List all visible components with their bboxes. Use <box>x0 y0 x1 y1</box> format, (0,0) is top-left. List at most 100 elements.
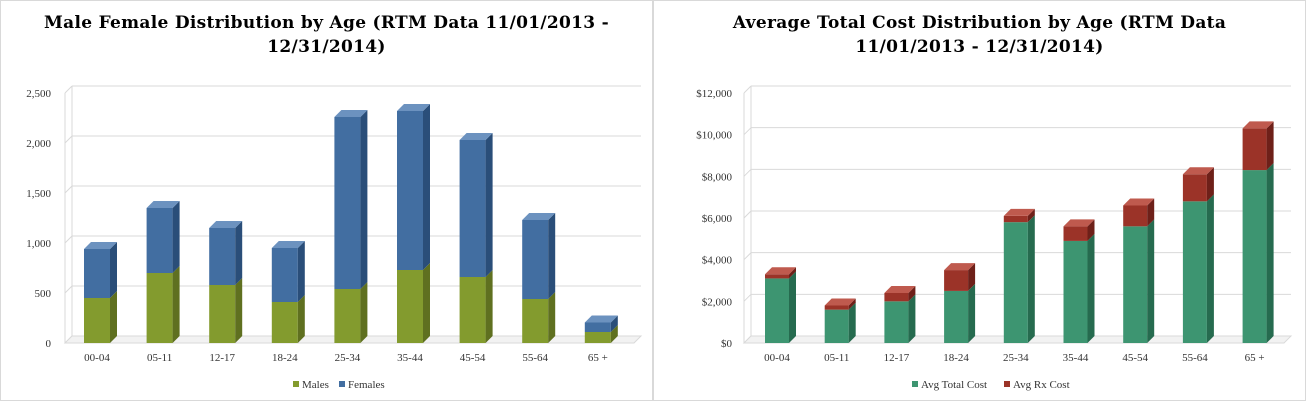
y-tick-label: 1,500 <box>26 188 51 200</box>
bar-avg-rx-cost <box>1242 128 1267 171</box>
bar-side <box>848 298 856 310</box>
bar-side <box>172 266 180 343</box>
bar-avg-rx-cost <box>1003 215 1028 223</box>
bar-side <box>1206 194 1214 343</box>
bar-males <box>271 302 298 343</box>
bar-side <box>548 292 556 343</box>
bar-side <box>848 302 856 343</box>
bar-side <box>423 104 430 270</box>
bar-avg-rx-cost <box>1063 226 1088 241</box>
gridline-diagonal <box>64 85 73 94</box>
x-tick-label: 55-64 <box>522 352 548 364</box>
y-tick-label: 1,000 <box>26 238 51 250</box>
gridline-diagonal <box>743 168 752 177</box>
y-tick-label: 500 <box>35 288 52 300</box>
chart-title: Average Total Cost Distribution by Age (… <box>732 13 1227 57</box>
bar-side <box>908 286 916 302</box>
x-tick-label: 12-17 <box>884 352 910 364</box>
bar-avg-rx-cost <box>1182 174 1207 202</box>
bar-side <box>1087 233 1095 343</box>
x-tick-label: 25-34 <box>1003 352 1029 364</box>
x-tick-label: 35-44 <box>1063 352 1089 364</box>
bar-avg-total-cost <box>884 301 909 343</box>
gridline-diagonal <box>64 135 73 144</box>
x-tick-label: 65 + <box>588 352 608 364</box>
bar-avg-rx-cost <box>884 293 909 302</box>
bar-side <box>1087 219 1095 241</box>
bar-males <box>522 299 549 343</box>
y-tick-label: 2,000 <box>26 138 51 150</box>
bar-side <box>1206 167 1214 202</box>
bar-avg-total-cost <box>944 290 969 343</box>
bar-avg-total-cost <box>1003 222 1028 343</box>
bar-avg-rx-cost <box>944 270 969 291</box>
bar-side <box>235 278 243 343</box>
x-tick-label: 05-11 <box>824 352 849 364</box>
bar-top <box>584 315 618 323</box>
gridline-diagonal <box>743 210 752 219</box>
y-tick-label: $0 <box>721 338 733 350</box>
gridline-diagonal <box>743 127 752 136</box>
bar-males <box>209 285 236 343</box>
x-tick-label: 65 + <box>1245 352 1265 364</box>
cost-chart: $0 $2,000 $4,000 $6,000 $8,000 $10,000 $12,000… <box>696 85 1293 391</box>
bar-side <box>297 295 305 343</box>
bar-side <box>1147 198 1155 227</box>
bar-males <box>146 273 173 343</box>
bar-side <box>1027 215 1035 343</box>
bar-top <box>944 263 976 271</box>
bar-avg-total-cost <box>765 278 789 343</box>
bar-avg-total-cost <box>824 309 849 343</box>
y-tick-label: $4,000 <box>702 255 733 267</box>
bar-avg-rx-cost <box>765 274 789 279</box>
x-tick-label: 35-44 <box>397 352 423 364</box>
bar-side <box>297 241 305 302</box>
bar-top <box>397 104 430 111</box>
chart-title: Male Female Distribution by Age (RTM Dat… <box>44 13 609 57</box>
x-tick-label: 12-17 <box>209 352 235 364</box>
bar-top <box>884 286 916 293</box>
legend-swatch <box>293 381 299 387</box>
bar-males <box>334 289 361 343</box>
legend-label: Males <box>302 379 329 391</box>
bar-side <box>548 213 556 299</box>
bar-females <box>209 228 236 285</box>
chart-panel-cost: Average Total Cost Distribution by Age (… <box>653 0 1306 401</box>
legend-label: Avg Total Cost <box>921 379 987 391</box>
bar-avg-rx-cost <box>824 305 849 310</box>
x-tick-label: 25-34 <box>335 352 361 364</box>
bar-side <box>610 325 618 343</box>
bar-side <box>423 263 430 343</box>
x-tick-label: 05-11 <box>147 352 172 364</box>
x-tick-label: 55-64 <box>1182 352 1208 364</box>
bar-top <box>824 298 856 306</box>
bar-avg-total-cost <box>1242 170 1267 343</box>
bar-side <box>485 133 493 277</box>
bar-side <box>485 270 493 343</box>
bar-top <box>522 213 556 220</box>
bar-side <box>789 271 796 343</box>
bar-females <box>397 111 423 270</box>
x-tick-label: 18-24 <box>272 352 298 364</box>
bar-side <box>360 110 368 289</box>
bar-males <box>84 298 110 343</box>
bar-side <box>1027 208 1035 223</box>
bar-side <box>360 282 368 343</box>
y-tick-label: 0 <box>46 338 52 350</box>
y-tick-label: $10,000 <box>696 130 732 142</box>
bar-females <box>146 208 173 273</box>
bar-top <box>459 133 493 140</box>
legend-swatch <box>339 381 345 387</box>
bar-side <box>172 201 180 273</box>
bar-males <box>397 270 423 343</box>
bar-top <box>765 267 796 275</box>
bar-avg-rx-cost <box>1123 205 1148 227</box>
bar-side <box>968 283 976 343</box>
bar-avg-total-cost <box>1182 201 1207 343</box>
gridline-diagonal <box>743 293 752 302</box>
x-tick-label: 45-54 <box>1122 352 1148 364</box>
x-tick-label: 00-04 <box>84 352 110 364</box>
y-tick-label: $8,000 <box>702 171 733 183</box>
bar-side <box>610 315 618 332</box>
y-tick-label: $12,000 <box>696 88 732 100</box>
